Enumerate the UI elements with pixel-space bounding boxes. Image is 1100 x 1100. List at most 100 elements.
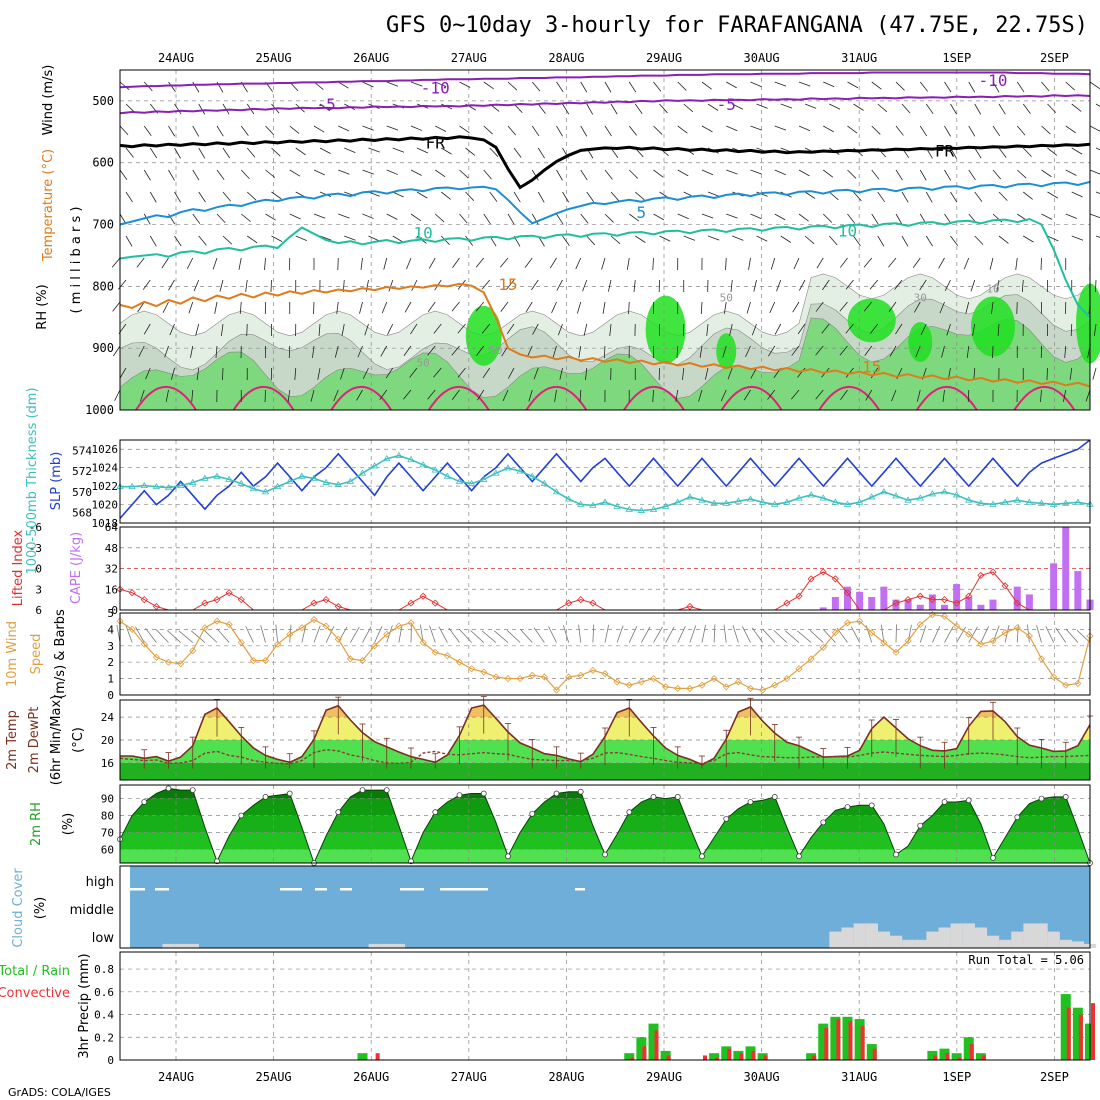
wind-marker [395,622,403,630]
wind-barb [1089,213,1100,219]
li-marker [989,568,997,576]
wind-barb [870,323,879,334]
thickness-marker [649,505,658,512]
wind-marker [480,668,488,676]
precip-conv-bar [945,1053,950,1060]
thickness-marker [249,484,258,492]
wind-barb [344,147,356,153]
slp-thickness-panel: 574 572 570 568 1026 1024 1022 1020 1018 1000-500… [25,387,1094,575]
wind-barb [403,389,412,400]
pressure-tick: 900 [92,341,114,355]
wind-barb [845,279,854,290]
li-axis-label: Lifted Index [11,529,26,606]
contour-label: 50 [720,292,733,305]
wind-barb [271,191,282,200]
wind-barb [334,345,339,358]
wind-barb [240,125,249,136]
isotherm-line [119,94,1091,115]
wind-barb [295,147,306,156]
wind-barb [557,323,563,336]
wind-barb [992,169,1002,180]
wind-barb [797,630,812,643]
wind-barb [1016,169,1027,179]
date-tick-label: 28AUG [548,1070,584,1084]
wind-barb [362,367,369,379]
wind-barb [780,103,793,109]
wind-barb [428,257,436,269]
wind-barb [125,147,134,158]
wind-barb [745,345,751,358]
high-cloud-streak [340,888,352,891]
wind-barb [701,624,706,643]
temp-dewpt-panel: 24 20 16 2m Temp 2m DewPt (6hr Min/Max) (°C) [5,695,1093,785]
wind-barb [895,323,903,335]
wind-barb [562,235,570,247]
precip-conv-bar [703,1055,707,1060]
wind-barb [222,367,224,381]
wind-barb [888,257,897,268]
wind-barb [319,235,332,241]
wind-barb [847,213,856,224]
wind-barb [531,169,539,181]
rh-axis-label-2: (%) [61,813,76,836]
wind-barb [635,235,646,243]
precip-conv-bar [375,1053,380,1060]
thickness-axis-label: 1000-500mb Thickness (dm) [25,387,40,574]
rh-shade-90 [908,322,933,362]
contour-label: 50 [417,357,430,370]
thickness-marker [443,472,452,479]
wind-barb [776,279,782,292]
rh-marker [1062,794,1069,800]
wind-barb [165,389,169,402]
wind-barb [809,630,824,643]
wind-barb [368,147,380,153]
contour-label: 10 [986,282,999,295]
wind-barb [190,345,194,358]
wind-barb [222,191,231,202]
thickness-marker [1025,498,1034,505]
wind-barb [1041,169,1052,178]
wind-barb [751,323,757,336]
rh-marker [893,851,899,858]
low-cloud-bar [950,923,963,948]
cape-bar [941,604,948,610]
thickness-marker [564,495,573,502]
wind-barb [895,81,905,91]
wind-barb [338,213,350,219]
wind-marker [528,671,536,679]
thickness-marker [674,498,682,505]
rh-marker [577,788,584,795]
wind-barb [750,367,757,379]
low-cloud-bar [186,943,199,948]
wind-barb [192,213,201,224]
wind-barb [387,323,394,335]
wind-barb [748,257,751,270]
wind-barb [483,125,493,135]
wind-barb [888,301,897,312]
li-marker [831,575,839,583]
low-cloud-bar [1023,923,1036,948]
wind-barb [427,345,436,356]
date-tick-label: 30AUG [744,1070,780,1084]
rh-marker [1038,795,1045,802]
thickness-marker [952,491,961,498]
wind-barb [992,81,1000,93]
wind-barb [1065,169,1077,176]
wind-barb [212,257,218,270]
thickness-tick: 570 [72,486,92,499]
temp-tick: 16 [101,757,114,770]
wind-marker [698,681,706,689]
li-marker [565,599,573,607]
wind-barb [336,301,339,314]
wind-marker [468,665,476,673]
wind-barb [112,301,121,312]
thickness-tick: 574 [72,444,92,457]
wind-barb [743,389,751,401]
precip-total-bar [842,1016,853,1060]
rh-marker [965,797,972,804]
wind-barb [171,367,175,380]
rh-marker [941,799,948,805]
precip-total-bar [757,1053,768,1060]
wind-barb [732,235,744,241]
date-tick-label: 26AUG [353,1070,389,1084]
